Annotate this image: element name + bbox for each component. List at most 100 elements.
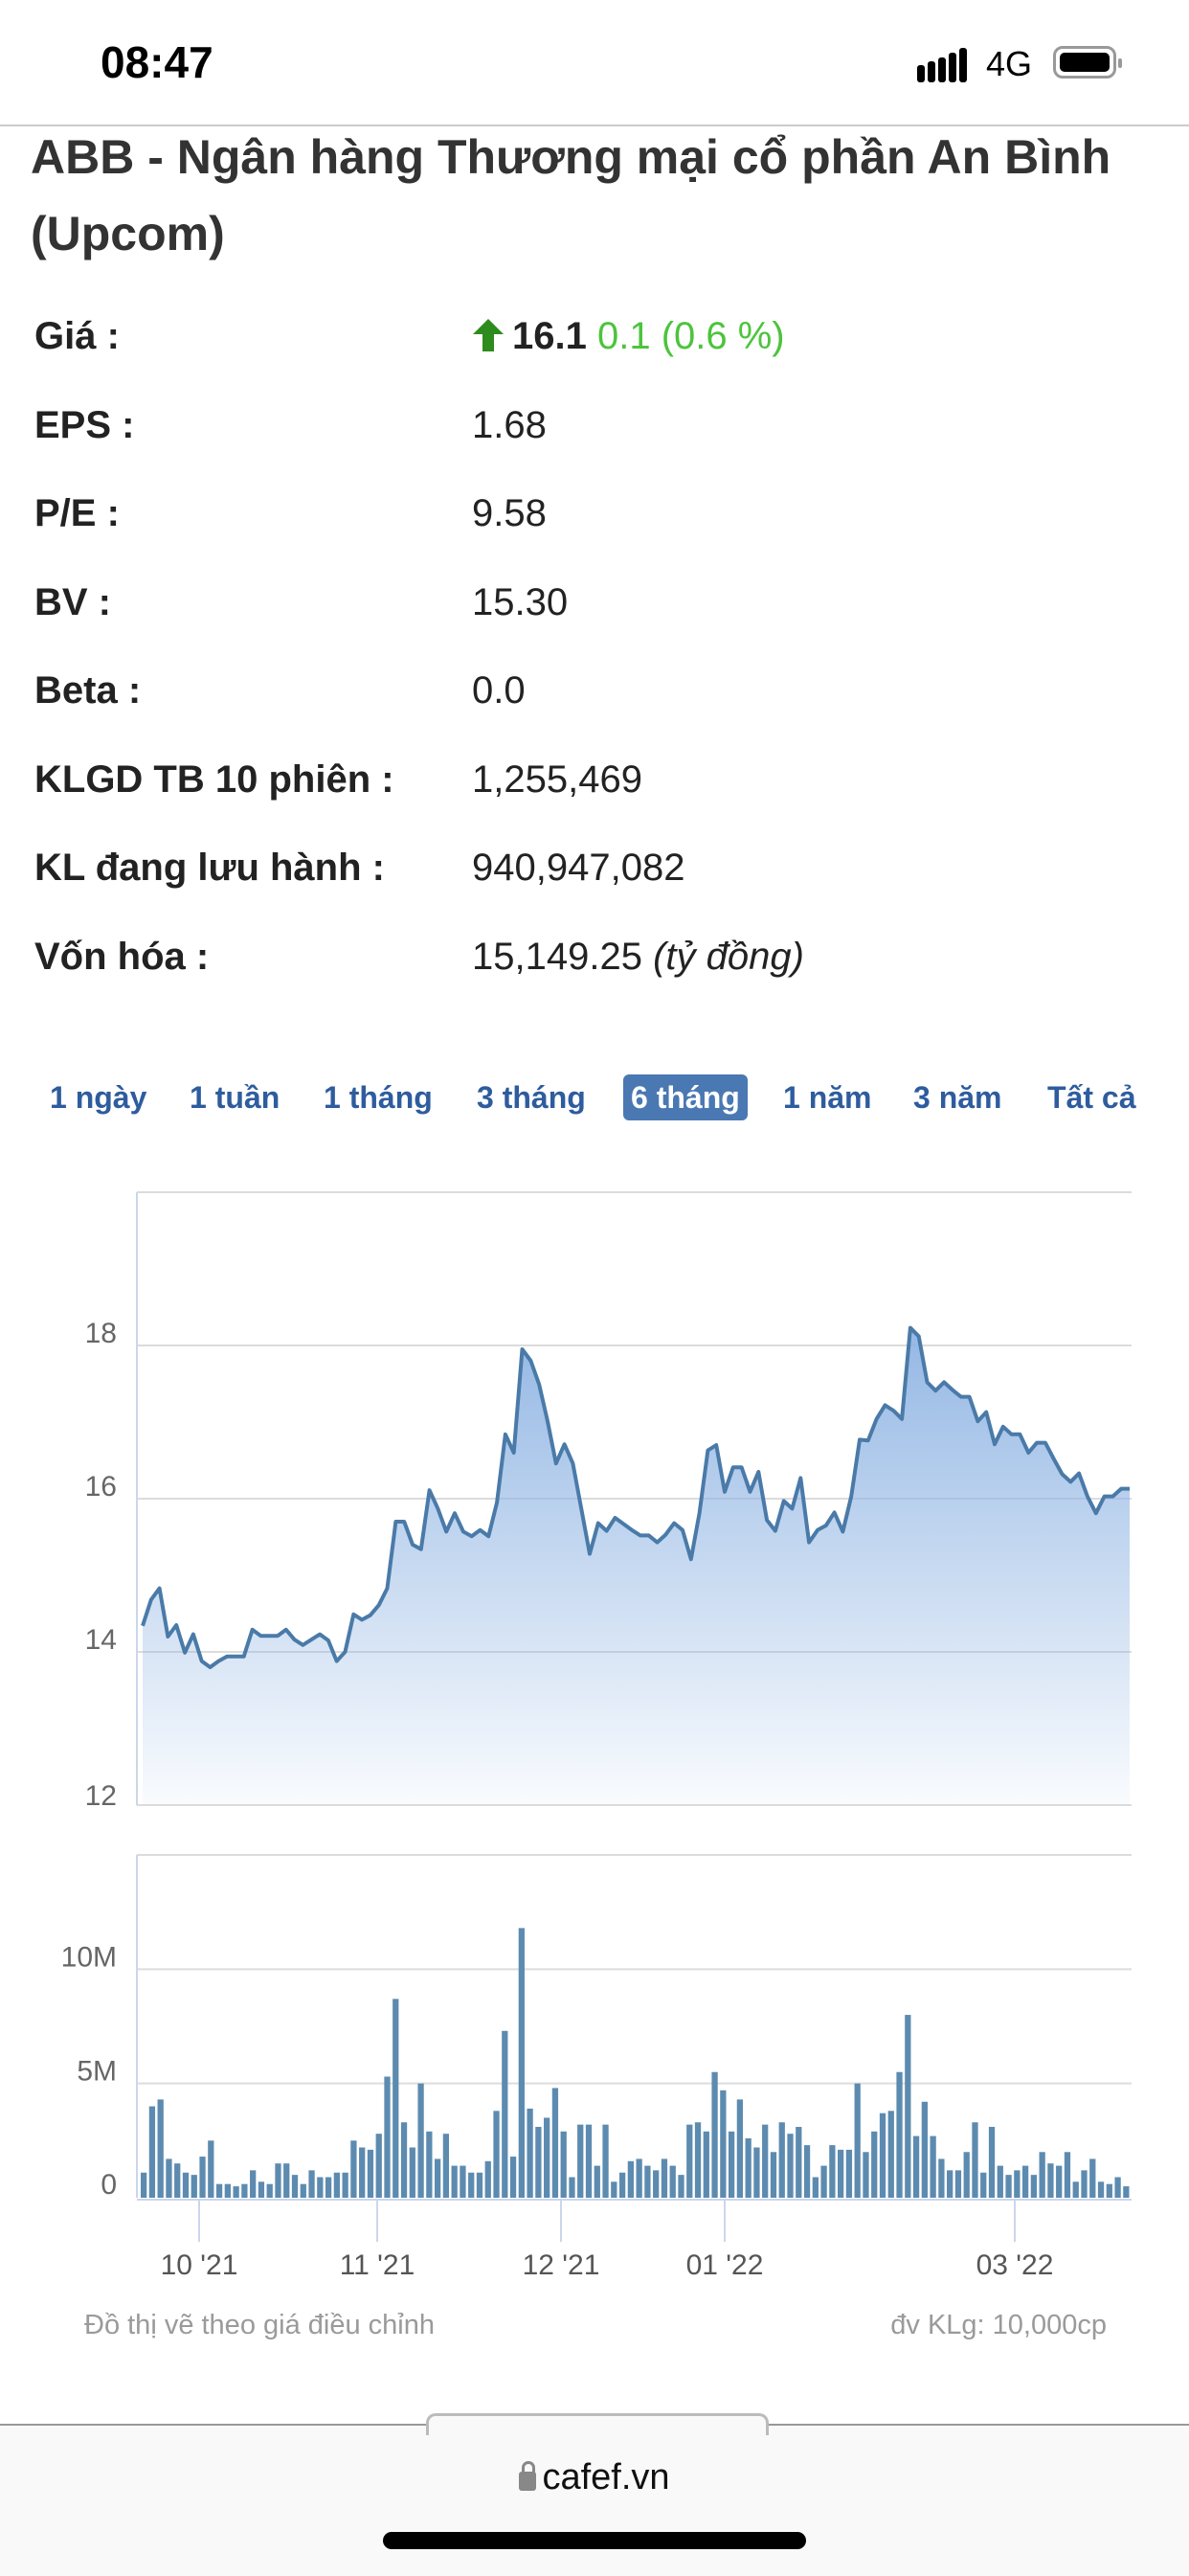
volume-bar [803,2145,811,2198]
volume-bar [509,2157,517,2198]
volume-bar [661,2158,668,2198]
volume-bar [1081,2170,1088,2198]
volume-bar [947,2170,953,2198]
x-tick-label: 01 '22 [686,2249,764,2281]
volume-bar [367,2149,374,2198]
volume-bar [300,2183,306,2198]
x-tick-label: 03 '22 [976,2249,1054,2281]
stat-value: 940,947,082 [472,839,684,896]
volume-bar [1106,2183,1112,2198]
stat-label: BV : [34,580,111,623]
volume-bar [787,2134,794,2198]
volume-bar [1123,2186,1130,2198]
volume-bar [887,2111,894,2198]
volume-bar [434,2158,441,2198]
volume-bar [518,1928,525,2198]
volume-bar [208,2140,214,2198]
value-text: 940,947,082 [472,847,685,889]
volume-bar [829,2145,836,2198]
range-tab-1-ngày[interactable]: 1 ngày [50,1080,147,1115]
stat-label: KL đang lưu hành : [34,847,385,889]
volume-bar [963,2152,970,2198]
volume-bar [745,2137,752,2198]
volume-bar [1072,2181,1079,2198]
cellular-signal-icon [917,48,967,82]
volume-bar [703,2131,709,2198]
value-text: 1,255,469 [472,757,642,801]
y-tick-label: 10M [61,1941,117,1973]
volume-bar [921,2101,928,2198]
volume-bar [1030,2175,1038,2198]
volume-bar [863,2152,869,2198]
lock-icon [519,2461,537,2491]
volume-bar [182,2172,190,2198]
footnote-volume-unit: đv KLg: 10,000cp [890,2310,1107,2340]
volume-bar [442,2134,450,2198]
browser-bar [0,2424,1189,2576]
arrow-up-icon [473,319,504,351]
volume-bar [148,2106,156,2198]
range-tab-Tất-cả[interactable]: Tất cả [1047,1080,1136,1115]
page-title: ABB - Ngân hàng Thương mại cổ phần An Bì… [31,130,1111,260]
volume-bar [854,2083,861,2198]
footnote-adjusted-price: Đồ thị vẽ theo giá điều chỉnh [84,2310,435,2340]
home-indicator[interactable] [383,2532,806,2549]
volume-bar [845,2149,853,2198]
volume-bar [493,2111,500,2198]
price-area [143,1327,1130,1805]
volume-bar [224,2183,231,2198]
volume-bar [838,2149,844,2198]
volume-bar [644,2165,651,2198]
volume-bar [291,2175,299,2198]
volume-bar [594,2165,600,2198]
y-tick-label: 0 [101,2169,117,2201]
range-tab-1-tháng[interactable]: 1 tháng [324,1080,433,1115]
stat-label: Giá : [34,315,120,357]
range-tab-1-năm[interactable]: 1 năm [783,1080,872,1115]
volume-bar [350,2140,357,2198]
volume-bar [938,2158,945,2198]
volume-bar [905,2015,911,2198]
volume-bar [527,2108,533,2198]
volume-bar [930,2135,936,2198]
volume-bar [199,2157,206,2198]
range-tab-1-tuần[interactable]: 1 tuần [190,1080,280,1115]
stat-label: P/E : [34,492,120,534]
x-tick-label: 10 '21 [161,2249,238,2281]
volume-bar [400,2122,408,2198]
tab-handle[interactable] [426,2413,769,2435]
stat-label: Vốn hóa : [34,935,210,978]
range-tab-3-tháng[interactable]: 3 tháng [477,1080,586,1115]
volume-bar [602,2124,609,2198]
price-chart: 12 14 16 18 [85,1191,1132,1812]
volume-bar [753,2147,760,2198]
range-tab-3-năm[interactable]: 3 năm [913,1080,1002,1115]
volume-bar [342,2172,348,2198]
value-text: 9.58 [472,492,547,534]
volume-bar [417,2083,424,2198]
price-change: 0.1 (0.6 %) [596,315,785,357]
volume-bar [1056,2165,1063,2198]
range-tab-6-tháng[interactable]: 6 tháng [623,1074,748,1120]
stat-value: 9.58 [472,485,547,542]
x-tick-label: 12 '21 [523,2249,600,2281]
volume-bar [997,2165,1003,2198]
volume-bar [569,2177,575,2198]
volume-bar [678,2175,684,2198]
volume-bar [308,2170,315,2198]
volume-bar [215,2183,223,2198]
volume-bar [426,2131,433,2198]
stat-value: 15.30 [472,574,568,631]
volume-bar [166,2158,172,2198]
volume-bar [393,1999,399,2198]
y-tick-label: 12 [85,1780,117,1812]
volume-bar [954,2170,962,2198]
price-line [141,1325,1130,1669]
divider [0,124,1189,126]
unit-text: (tỷ đồng) [653,935,804,978]
volume-bar [812,2177,819,2198]
volume-bar [1014,2170,1021,2198]
volume-bar [468,2172,475,2198]
address-bar[interactable]: cafef.vn [0,2457,1189,2498]
volume-bar [720,2090,727,2198]
